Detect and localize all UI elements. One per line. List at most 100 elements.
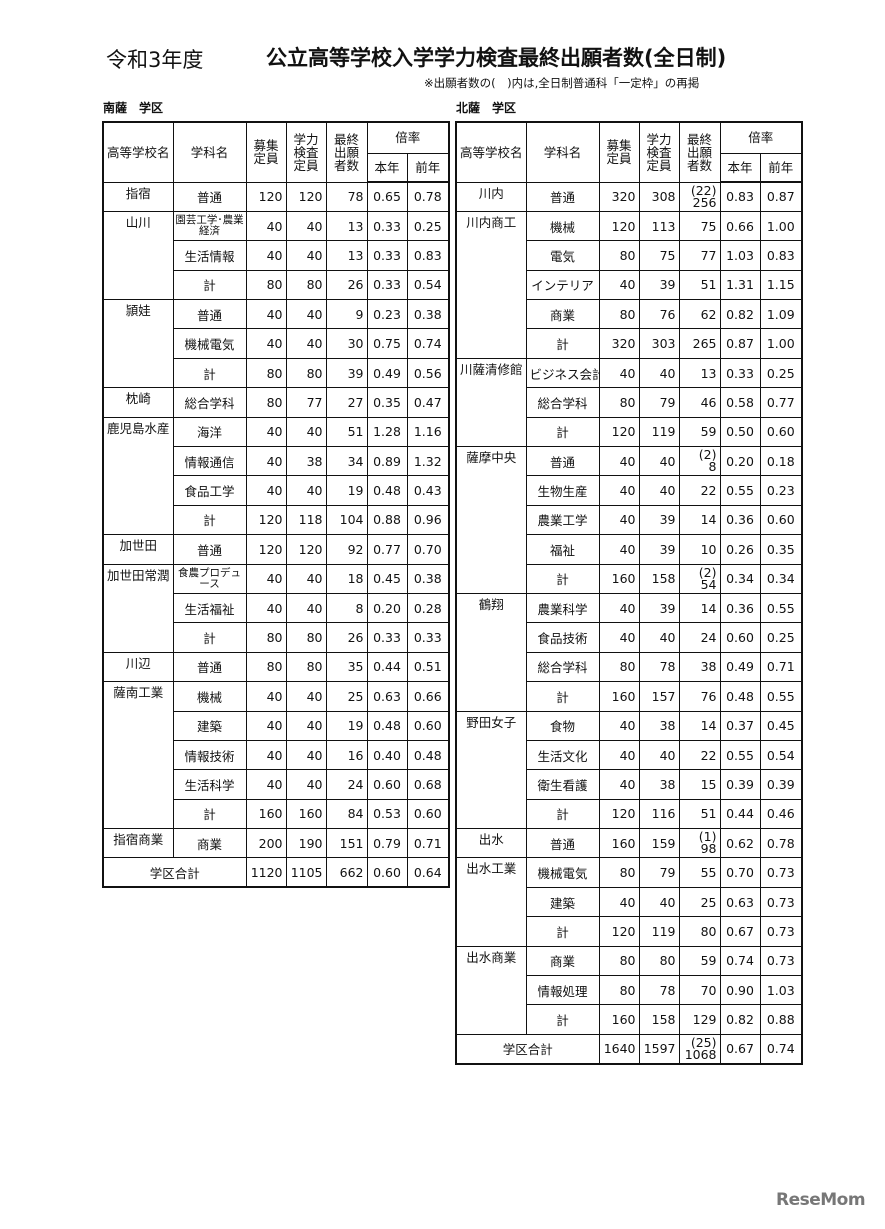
- rate-this-year: 0.48: [366, 475, 408, 506]
- capacity: 1640: [598, 1033, 640, 1065]
- header-capacity: 募集定員: [598, 121, 640, 183]
- applicants: 92: [325, 534, 368, 565]
- table-row: 情報通信 40 38 34 0.89 1.32: [103, 446, 450, 477]
- exam-capacity: 116: [638, 798, 680, 830]
- capacity: 80: [245, 269, 287, 301]
- rate-prev-year: 0.71: [759, 651, 803, 683]
- rate-prev-year: 0.28: [406, 592, 450, 624]
- capacity: 120: [245, 504, 287, 536]
- capacity: 320: [598, 181, 640, 212]
- rate-this-year: 0.48: [366, 710, 408, 741]
- rate-prev-year: 0.33: [406, 622, 450, 653]
- exam-capacity: 40: [285, 710, 327, 741]
- applicants: 76: [678, 681, 721, 712]
- applicants: 151: [325, 828, 368, 859]
- exam-capacity: 38: [285, 446, 327, 477]
- exam-capacity: 80: [638, 945, 680, 977]
- rate-this-year: 0.55: [719, 475, 761, 506]
- department-name: ビジネス会計: [525, 357, 600, 389]
- exam-capacity: 40: [285, 739, 327, 771]
- department-name: 生活情報: [172, 240, 247, 271]
- rate-this-year: 0.90: [719, 975, 761, 1006]
- rate-prev-year: 0.88: [759, 1004, 803, 1035]
- header-rate-this-year: 本年: [719, 152, 761, 183]
- department-name: 普通: [525, 828, 600, 859]
- rate-prev-year: 0.18: [759, 446, 803, 477]
- capacity: 40: [598, 622, 640, 653]
- capacity: 80: [245, 651, 287, 683]
- rate-prev-year: 0.73: [759, 945, 803, 977]
- exam-capacity: 40: [638, 622, 680, 653]
- table-hokusatsu: 高等学校名 学科名 募集定員 学力検査定員 最終出願者数 倍率 本年 前年 川内 普通 320 308…: [455, 121, 804, 1065]
- rate-prev-year: 0.73: [759, 857, 803, 888]
- exam-capacity: 80: [285, 622, 327, 653]
- table-row: 出水 普通 160 159 (1) 98 0.62 0.78: [455, 828, 803, 859]
- exam-capacity: 40: [285, 563, 327, 594]
- rate-this-year: 0.75: [366, 328, 408, 359]
- department-name: 情報処理: [525, 975, 600, 1006]
- capacity: 40: [245, 739, 287, 771]
- exam-capacity: 80: [285, 269, 327, 301]
- department-name: 生活科学: [172, 769, 247, 800]
- rate-prev-year: 0.60: [406, 710, 450, 741]
- table-row: 計 160 158 129 0.82 0.88: [456, 1004, 803, 1035]
- capacity: 80: [598, 387, 640, 418]
- rate-this-year: 0.37: [719, 710, 761, 741]
- table-row: 計 120 116 51 0.44 0.46: [456, 798, 803, 830]
- exam-capacity: 39: [638, 504, 680, 536]
- rate-this-year: 0.89: [366, 446, 408, 477]
- header-rate-prev-year: 前年: [406, 152, 450, 183]
- applicants: (22) 256: [678, 181, 721, 212]
- rate-prev-year: 0.23: [759, 475, 803, 506]
- capacity: 80: [245, 387, 287, 418]
- capacity: 120: [598, 798, 640, 830]
- school-name: 鹿児島水産: [102, 416, 174, 536]
- rate-this-year: 0.67: [719, 1033, 761, 1065]
- school-name: 加世田: [102, 534, 174, 565]
- department-name: 衛生看護: [525, 769, 600, 800]
- rate-this-year: 0.40: [366, 739, 408, 771]
- exam-capacity: 119: [638, 416, 680, 448]
- capacity: 40: [598, 739, 640, 771]
- capacity: 40: [245, 446, 287, 477]
- subtotal-label: 計: [172, 269, 247, 301]
- rate-prev-year: 0.73: [759, 886, 803, 918]
- rate-this-year: 0.66: [719, 210, 761, 242]
- table-row: 農業工学 40 39 14 0.36 0.60: [456, 504, 803, 536]
- subtotal-label: 計: [172, 622, 247, 653]
- department-name: 機械電気: [525, 857, 600, 888]
- rate-this-year: 0.33: [366, 269, 408, 301]
- rate-prev-year: 1.16: [406, 416, 450, 448]
- capacity: 40: [598, 269, 640, 301]
- applicants: 78: [325, 181, 368, 212]
- rate-this-year: 0.74: [719, 945, 761, 977]
- exam-capacity: 76: [638, 299, 680, 330]
- department-name: 商業: [172, 828, 247, 859]
- table-row: 薩南工業 機械 40 40 25 0.63 0.66: [102, 681, 450, 830]
- table-row: 生活文化 40 40 22 0.55 0.54: [456, 739, 803, 771]
- capacity: 80: [245, 622, 287, 653]
- applicants: 25: [325, 681, 368, 712]
- school-name: 出水商業: [455, 945, 527, 1035]
- rate-this-year: 1.03: [719, 240, 761, 271]
- rate-this-year: 0.45: [366, 563, 408, 594]
- capacity: 200: [245, 828, 287, 859]
- department-name: 総合学科: [525, 387, 600, 418]
- school-name: 鶴翔: [455, 592, 527, 712]
- rate-prev-year: 0.55: [759, 681, 803, 712]
- exam-capacity: 158: [638, 1004, 680, 1035]
- exam-capacity: 40: [285, 240, 327, 271]
- rate-prev-year: 0.34: [759, 563, 803, 594]
- department-name: 商業: [525, 299, 600, 330]
- rate-prev-year: 0.39: [759, 769, 803, 800]
- rate-prev-year: 0.73: [759, 916, 803, 947]
- exam-capacity: 39: [638, 534, 680, 565]
- applicants: 16: [325, 739, 368, 771]
- applicants: 22: [678, 739, 721, 771]
- school-name: 川薩清修館: [455, 357, 527, 448]
- footnote: ※出願者数の( )内は,全日制普通科「一定枠」の再掲: [424, 76, 700, 90]
- department-name: 食物: [525, 710, 600, 741]
- rate-this-year: 0.70: [719, 857, 761, 888]
- department-name: 生活福祉: [172, 592, 247, 624]
- capacity: 120: [245, 181, 287, 212]
